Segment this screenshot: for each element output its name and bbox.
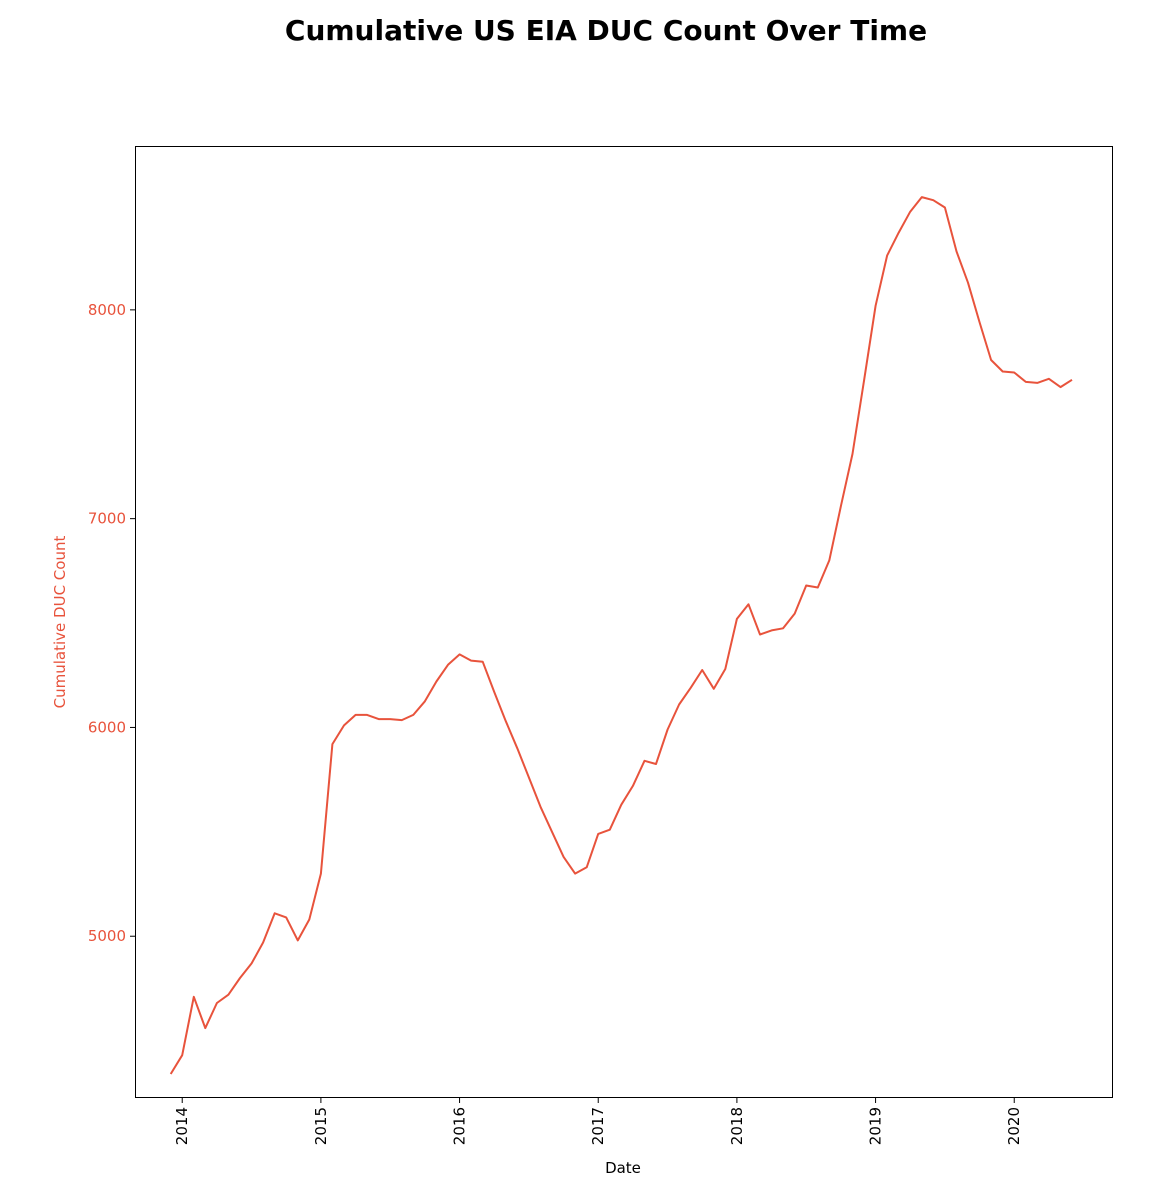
x-tick-label: 2014 [173, 1107, 191, 1145]
series-line [169, 196, 1073, 1075]
y-tick-label: 7000 [88, 510, 126, 528]
x-tick-label: 2017 [589, 1107, 607, 1145]
y-axis: 5000 6000 7000 8000 [88, 301, 136, 945]
chart-title: Cumulative US EIA DUC Count Over Time [284, 14, 928, 47]
x-tick-label: 2018 [728, 1107, 746, 1145]
x-tick-label: 2020 [1005, 1107, 1023, 1145]
x-tick-label: 2019 [867, 1107, 885, 1145]
y-tick-label: 8000 [88, 301, 126, 319]
y-axis-label: Cumulative DUC Count [51, 536, 69, 709]
y-tick-label: 5000 [88, 927, 126, 945]
plot-frame [135, 146, 1113, 1098]
x-tick-label: 2016 [451, 1107, 469, 1145]
x-tick-label: 2015 [312, 1107, 330, 1145]
x-axis-label: Date [605, 1159, 641, 1177]
x-axis: 2014 2015 2016 2017 2018 2019 2020 [173, 1097, 1023, 1145]
y-tick-label: 6000 [88, 718, 126, 736]
